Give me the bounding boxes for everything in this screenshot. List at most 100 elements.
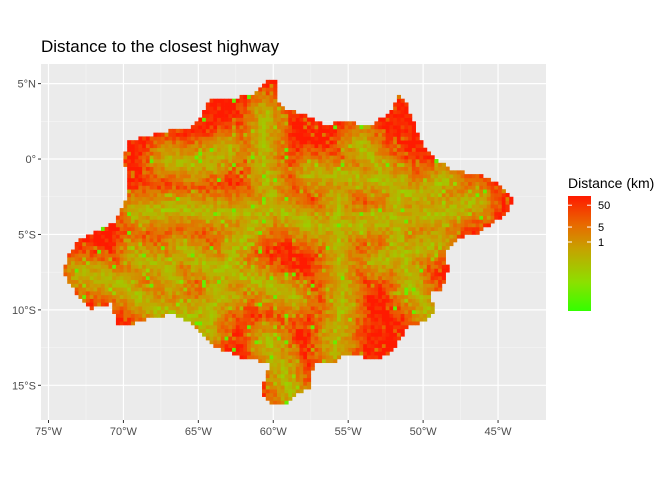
raster-cell — [307, 148, 311, 152]
raster-cell — [183, 257, 187, 261]
raster-cell — [374, 325, 378, 329]
raster-cell — [270, 159, 274, 163]
raster-cell — [363, 189, 367, 193]
raster-cell — [270, 140, 274, 144]
raster-cell — [273, 163, 277, 167]
raster-cell — [371, 317, 375, 321]
raster-cell — [318, 193, 322, 197]
raster-cell — [329, 257, 333, 261]
raster-cell — [352, 185, 356, 189]
raster-cell — [292, 110, 296, 114]
raster-cell — [322, 185, 326, 189]
raster-cell — [288, 340, 292, 344]
raster-cell — [243, 189, 247, 193]
raster-cell — [202, 257, 206, 261]
raster-cell — [288, 253, 292, 257]
raster-cell — [285, 317, 289, 321]
raster-cell — [146, 227, 150, 231]
raster-cell — [247, 314, 251, 318]
raster-cell — [172, 174, 176, 178]
raster-cell — [359, 329, 363, 333]
raster-cell — [153, 280, 157, 284]
raster-cell — [101, 272, 105, 276]
raster-cell — [228, 321, 232, 325]
raster-cell — [333, 238, 337, 242]
raster-cell — [258, 102, 262, 106]
raster-cell — [105, 231, 109, 235]
raster-cell — [273, 382, 277, 386]
raster-cell — [386, 253, 390, 257]
raster-cell — [180, 253, 184, 257]
raster-cell — [172, 144, 176, 148]
raster-cell — [243, 314, 247, 318]
raster-cell — [217, 208, 221, 212]
raster-cell — [397, 148, 401, 152]
raster-cell — [243, 174, 247, 178]
raster-cell — [172, 178, 176, 182]
raster-cell — [303, 325, 307, 329]
raster-cell — [240, 310, 244, 314]
raster-cell — [326, 159, 330, 163]
raster-cell — [348, 321, 352, 325]
raster-cell — [397, 325, 401, 329]
raster-cell — [187, 185, 191, 189]
raster-cell — [105, 280, 109, 284]
raster-cell — [228, 129, 232, 133]
raster-cell — [281, 359, 285, 363]
raster-cell — [374, 234, 378, 238]
raster-cell — [285, 140, 289, 144]
raster-cell — [382, 201, 386, 205]
raster-cell — [236, 265, 240, 269]
raster-cell — [311, 193, 315, 197]
raster-cell — [86, 250, 90, 254]
raster-cell — [258, 246, 262, 250]
raster-cell — [322, 291, 326, 295]
raster-cell — [247, 283, 251, 287]
raster-cell — [397, 182, 401, 186]
raster-cell — [285, 136, 289, 140]
raster-cell — [210, 140, 214, 144]
raster-cell — [225, 216, 229, 220]
raster-cell — [262, 125, 266, 129]
raster-cell — [386, 208, 390, 212]
raster-cell — [127, 201, 131, 205]
raster-cell — [202, 114, 206, 118]
raster-cell — [78, 253, 82, 257]
raster-cell — [296, 378, 300, 382]
raster-cell — [195, 257, 199, 261]
raster-cell — [371, 272, 375, 276]
raster-cell — [202, 121, 206, 125]
raster-cell — [352, 250, 356, 254]
raster-cell — [195, 242, 199, 246]
raster-cell — [198, 317, 202, 321]
raster-cell — [116, 238, 120, 242]
raster-cell — [161, 276, 165, 280]
raster-cell — [374, 216, 378, 220]
raster-cell — [296, 208, 300, 212]
raster-cell — [153, 208, 157, 212]
raster-cell — [352, 348, 356, 352]
raster-cell — [326, 185, 330, 189]
raster-cell — [352, 314, 356, 318]
raster-cell — [243, 170, 247, 174]
raster-cell — [311, 321, 315, 325]
raster-cell — [217, 344, 221, 348]
raster-cell — [258, 148, 262, 152]
raster-cell — [142, 257, 146, 261]
raster-cell — [382, 295, 386, 299]
raster-cell — [180, 159, 184, 163]
raster-cell — [277, 208, 281, 212]
raster-cell — [277, 253, 281, 257]
raster-cell — [101, 299, 105, 303]
raster-cell — [187, 167, 191, 171]
raster-cell — [131, 302, 135, 306]
raster-cell — [165, 231, 169, 235]
raster-cell — [329, 329, 333, 333]
raster-cell — [397, 159, 401, 163]
raster-cell — [273, 114, 277, 118]
raster-cell — [210, 182, 214, 186]
raster-cell — [221, 212, 225, 216]
raster-cell — [157, 310, 161, 314]
raster-cell — [303, 212, 307, 216]
raster-cell — [329, 283, 333, 287]
